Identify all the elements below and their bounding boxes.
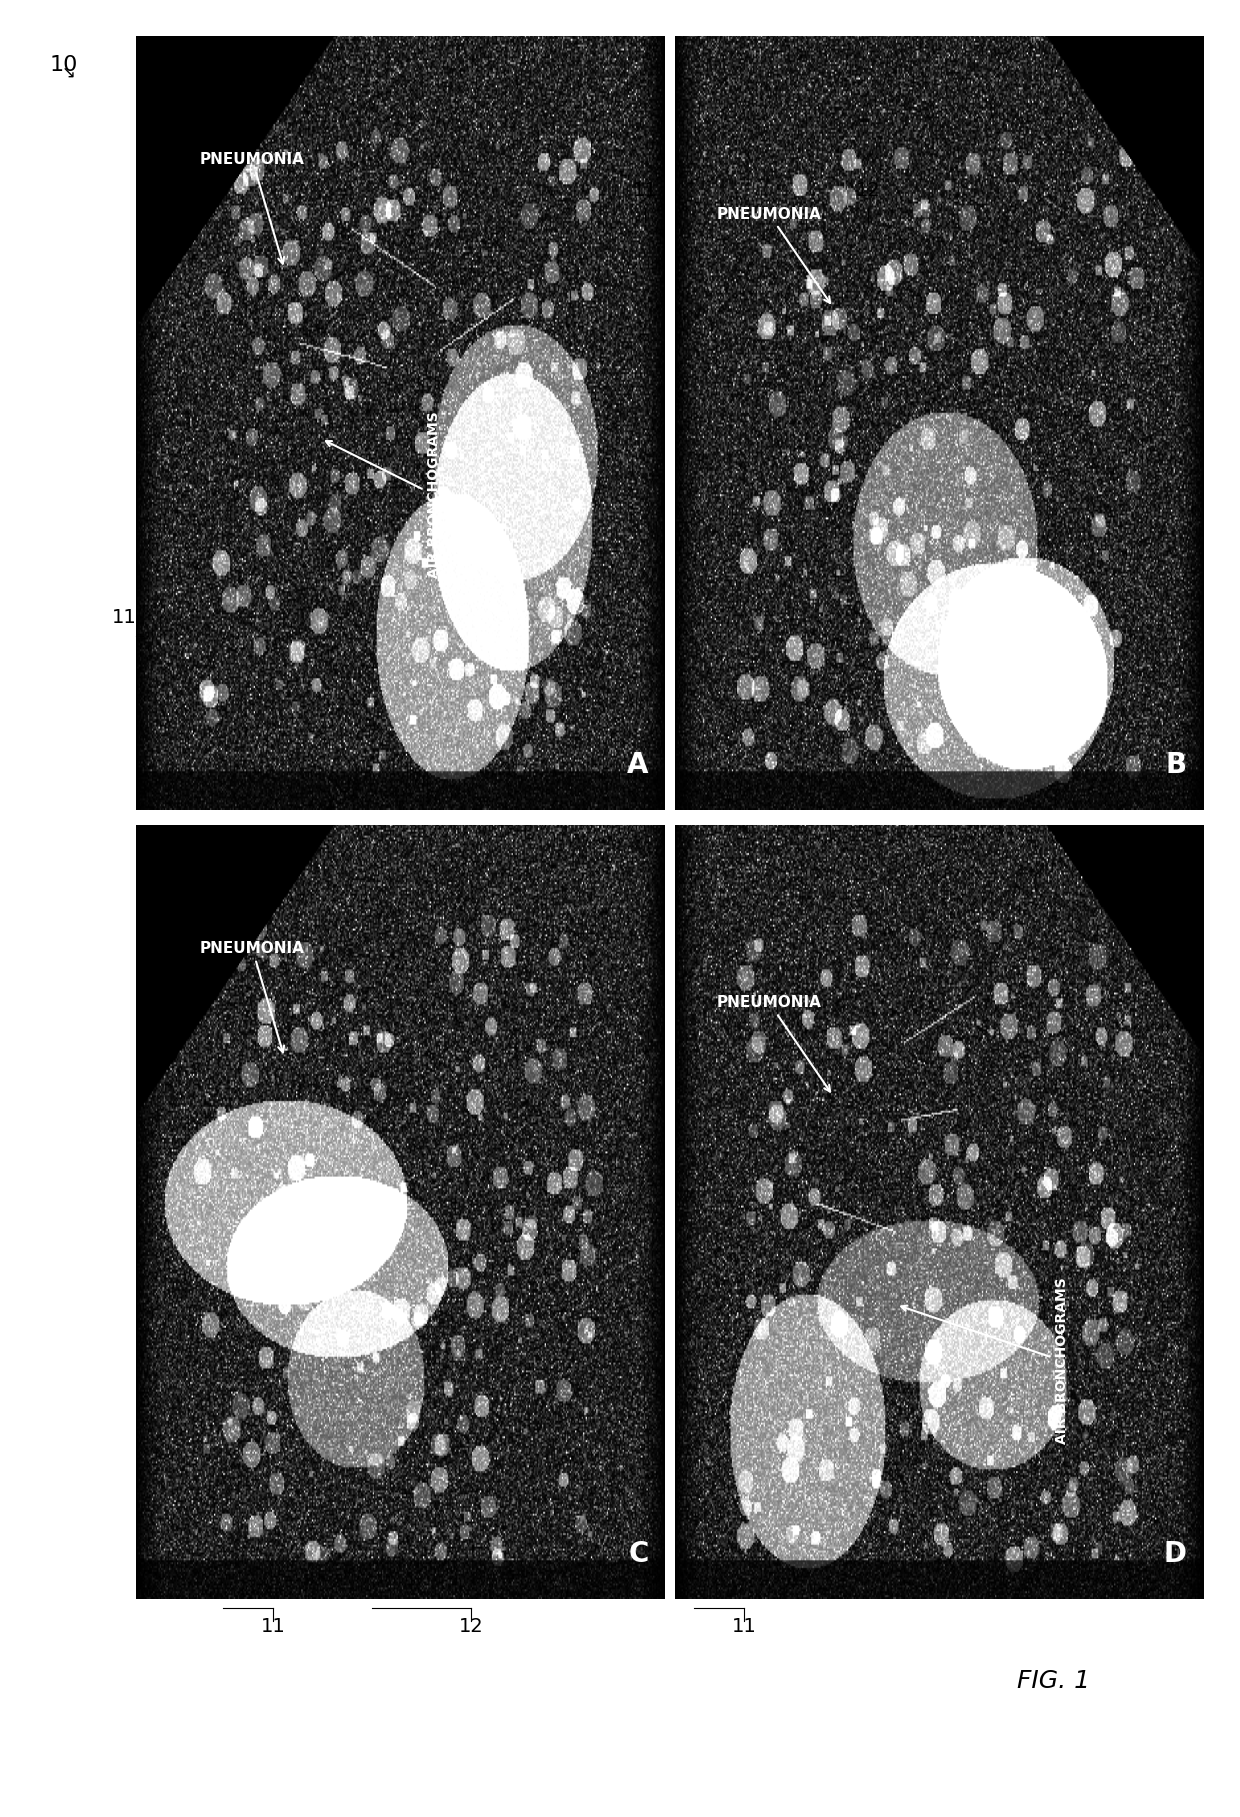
Text: PNEUMONIA: PNEUMONIA	[717, 207, 830, 303]
Text: PNEUMONIA: PNEUMONIA	[200, 941, 305, 1052]
Text: ↘: ↘	[62, 64, 76, 82]
Text: 12: 12	[459, 1617, 484, 1635]
Text: 12: 12	[856, 182, 880, 200]
Text: FIG. 1: FIG. 1	[1017, 1668, 1090, 1693]
Text: 11: 11	[260, 1617, 285, 1635]
Text: C: C	[629, 1541, 649, 1568]
Text: D: D	[1164, 1541, 1187, 1568]
Text: 11: 11	[112, 609, 136, 627]
Text: A: A	[627, 752, 649, 779]
Text: 11: 11	[632, 182, 657, 200]
Text: PNEUMONIA: PNEUMONIA	[717, 996, 830, 1092]
Text: PNEUMONIA: PNEUMONIA	[200, 153, 305, 263]
Text: 11: 11	[732, 1617, 756, 1635]
Text: AIR BRONCHOGRAMS: AIR BRONCHOGRAMS	[326, 411, 441, 578]
Text: AIR BRONCHOGRAMS: AIR BRONCHOGRAMS	[901, 1277, 1069, 1445]
Text: B: B	[1166, 752, 1187, 779]
Text: 10: 10	[50, 55, 78, 74]
